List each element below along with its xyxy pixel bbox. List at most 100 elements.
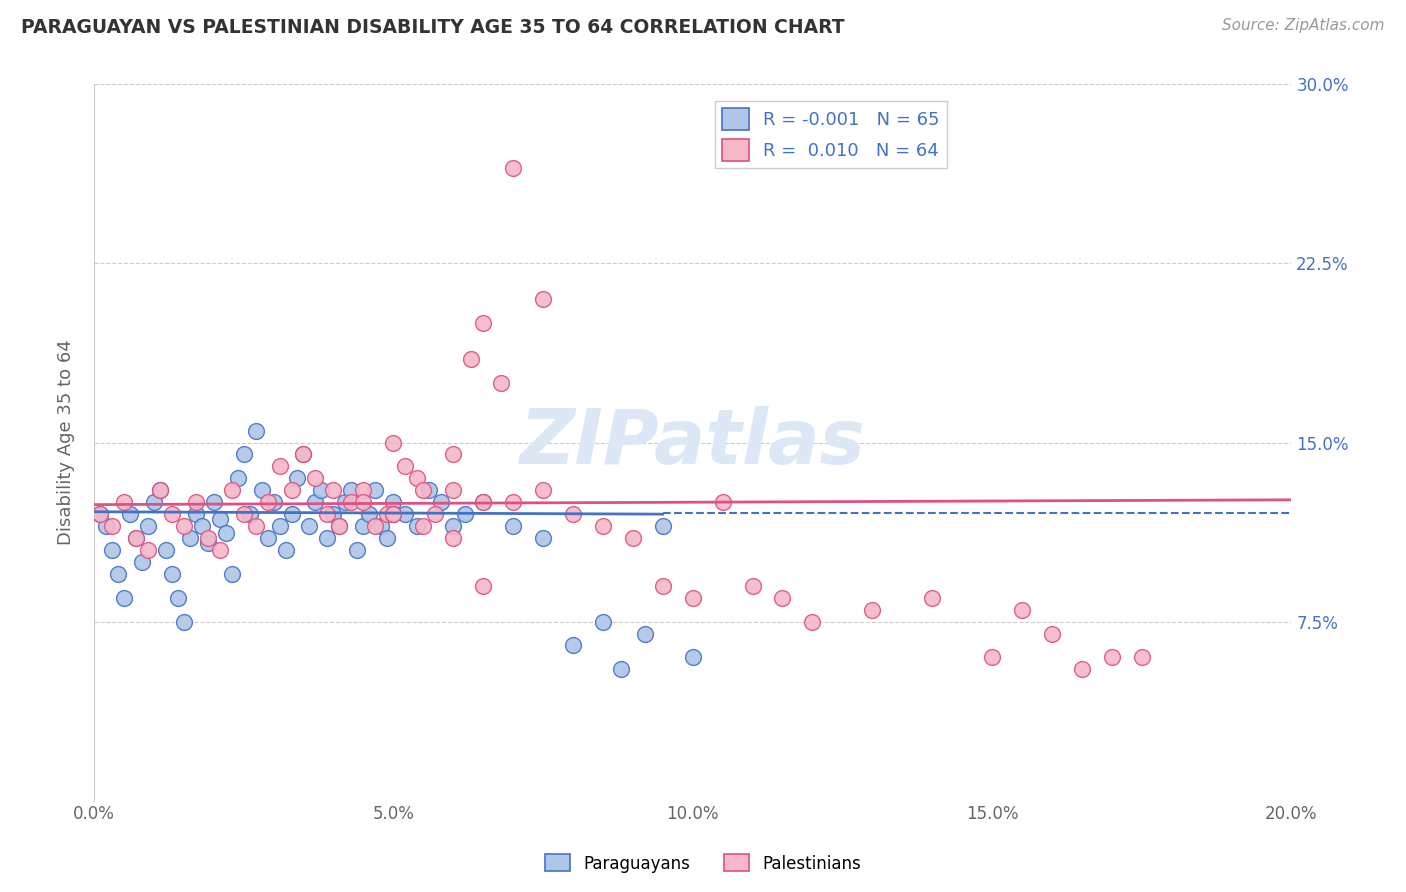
Point: [352, 495, 374, 509]
Point: [269, 459, 291, 474]
Point: [382, 507, 405, 521]
Point: [1070, 662, 1092, 676]
Point: [160, 566, 183, 581]
Point: [412, 483, 434, 498]
Point: [232, 507, 254, 521]
Point: [304, 495, 326, 509]
Point: [149, 483, 172, 498]
Point: [131, 555, 153, 569]
Point: [280, 483, 302, 498]
Point: [221, 566, 243, 581]
Y-axis label: Disability Age 35 to 64: Disability Age 35 to 64: [58, 340, 75, 545]
Point: [112, 495, 135, 509]
Point: [651, 519, 673, 533]
Point: [256, 495, 278, 509]
Point: [621, 531, 644, 545]
Point: [340, 495, 363, 509]
Point: [610, 662, 633, 676]
Point: [682, 650, 704, 665]
Point: [472, 495, 495, 509]
Point: [155, 543, 177, 558]
Point: [239, 507, 262, 521]
Point: [412, 519, 434, 533]
Point: [250, 483, 273, 498]
Point: [202, 495, 225, 509]
Point: [197, 536, 219, 550]
Point: [370, 519, 392, 533]
Point: [375, 507, 398, 521]
Point: [316, 507, 339, 521]
Point: [118, 507, 141, 521]
Point: [166, 591, 188, 605]
Point: [101, 519, 124, 533]
Point: [502, 519, 524, 533]
Point: [263, 495, 285, 509]
Legend: R = -0.001   N = 65, R =  0.010   N = 64: R = -0.001 N = 65, R = 0.010 N = 64: [714, 101, 948, 169]
Point: [197, 531, 219, 545]
Point: [561, 507, 583, 521]
Point: [214, 526, 236, 541]
Point: [269, 519, 291, 533]
Point: [149, 483, 172, 498]
Point: [184, 507, 207, 521]
Point: [801, 615, 824, 629]
Point: [256, 531, 278, 545]
Point: [142, 495, 165, 509]
Point: [472, 316, 495, 330]
Point: [346, 543, 368, 558]
Point: [89, 507, 111, 521]
Point: [136, 543, 159, 558]
Point: [221, 483, 243, 498]
Point: [634, 626, 657, 640]
Point: [184, 495, 207, 509]
Point: [364, 483, 387, 498]
Point: [245, 519, 267, 533]
Point: [136, 519, 159, 533]
Point: [94, 519, 117, 533]
Point: [280, 507, 302, 521]
Point: [364, 519, 387, 533]
Point: [322, 507, 344, 521]
Point: [208, 512, 231, 526]
Point: [425, 507, 447, 521]
Point: [375, 531, 398, 545]
Point: [651, 579, 673, 593]
Point: [921, 591, 943, 605]
Point: [418, 483, 440, 498]
Point: [179, 531, 201, 545]
Point: [298, 519, 321, 533]
Point: [190, 519, 212, 533]
Point: [173, 615, 195, 629]
Point: [441, 519, 464, 533]
Point: [382, 507, 405, 521]
Point: [359, 507, 381, 521]
Text: ZIPatlas: ZIPatlas: [520, 406, 866, 480]
Point: [107, 566, 129, 581]
Point: [592, 615, 614, 629]
Point: [454, 507, 477, 521]
Point: [226, 471, 249, 485]
Point: [860, 602, 883, 616]
Point: [322, 483, 344, 498]
Point: [561, 639, 583, 653]
Point: [472, 579, 495, 593]
Point: [531, 531, 554, 545]
Point: [770, 591, 793, 605]
Point: [441, 531, 464, 545]
Point: [160, 507, 183, 521]
Point: [89, 507, 111, 521]
Point: [382, 435, 405, 450]
Point: [304, 471, 326, 485]
Point: [394, 459, 416, 474]
Point: [1130, 650, 1153, 665]
Point: [335, 495, 357, 509]
Point: [245, 424, 267, 438]
Point: [287, 471, 309, 485]
Point: [208, 543, 231, 558]
Point: [441, 483, 464, 498]
Point: [489, 376, 512, 390]
Point: [1101, 650, 1123, 665]
Point: [502, 495, 524, 509]
Point: [1011, 602, 1033, 616]
Point: [173, 519, 195, 533]
